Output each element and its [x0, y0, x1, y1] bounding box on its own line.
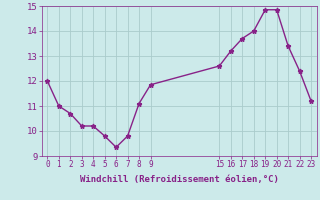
X-axis label: Windchill (Refroidissement éolien,°C): Windchill (Refroidissement éolien,°C) [80, 175, 279, 184]
